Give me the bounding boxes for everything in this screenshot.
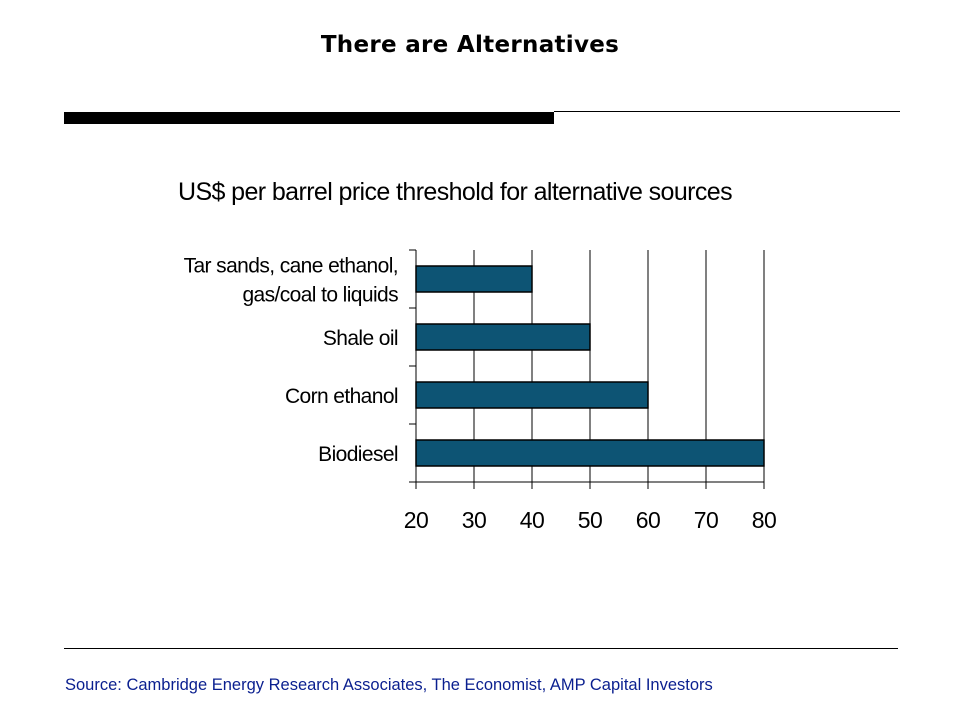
category-label: Shale oil (323, 327, 398, 350)
category-label: gas/coal to liquids (242, 284, 398, 307)
bar-chart: US$ per barrel price threshold for alter… (178, 178, 777, 533)
x-tick-label: 40 (520, 507, 545, 533)
footer-rule (64, 648, 898, 649)
axes (409, 249, 765, 489)
bar (415, 381, 649, 409)
bar (415, 323, 591, 351)
x-tick-label: 60 (636, 507, 661, 533)
chart-title: US$ per barrel price threshold for alter… (178, 178, 732, 206)
x-tick-label: 80 (752, 507, 777, 533)
category-labels: Tar sands, cane ethanol, gas/coal to liqu… (184, 255, 399, 467)
source-note: Source: Cambridge Energy Research Associ… (65, 676, 713, 694)
category-label: Tar sands, cane ethanol, (184, 255, 398, 278)
bar (415, 265, 533, 293)
title-rule-thin (554, 111, 900, 112)
title-rule-thick (64, 112, 554, 124)
slide-title: There are Alternatives (320, 32, 620, 58)
bar (415, 439, 765, 467)
category-label: Biodiesel (318, 443, 398, 466)
x-tick-label: 70 (694, 507, 719, 533)
x-tick-label: 30 (462, 507, 487, 533)
x-tick-label: 20 (404, 507, 429, 533)
x-tick-label: 50 (578, 507, 603, 533)
tick-labels: 20 30 40 50 60 70 80 (404, 507, 777, 533)
category-label: Corn ethanol (285, 385, 398, 408)
